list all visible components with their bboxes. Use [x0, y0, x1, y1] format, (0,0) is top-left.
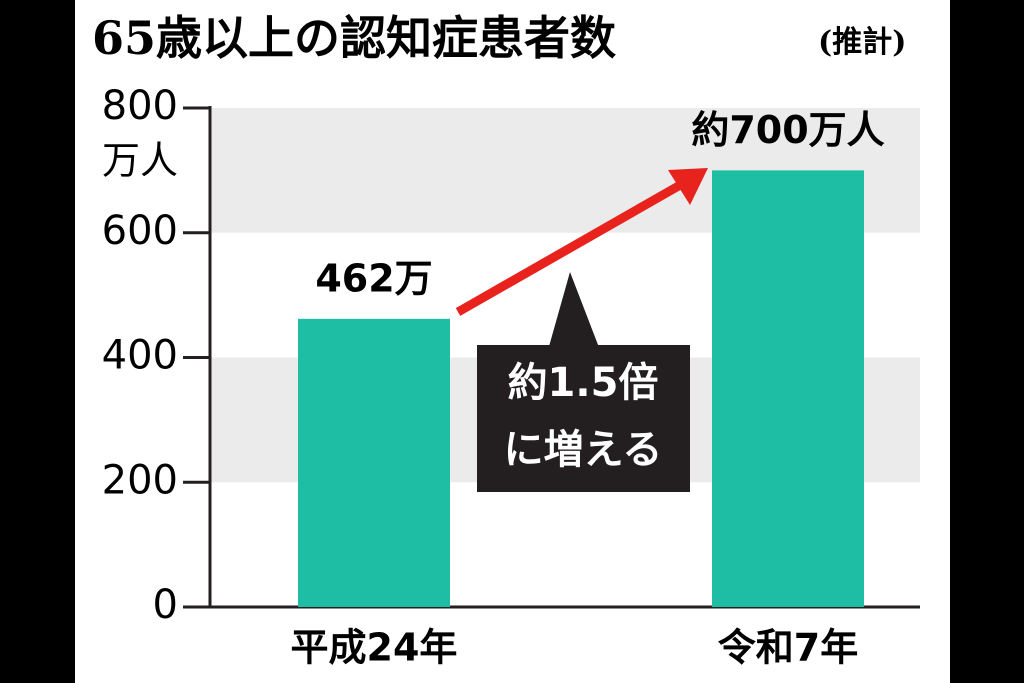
callout: 約1.5倍 に増える: [477, 272, 690, 492]
callout-box: [477, 345, 690, 492]
y-tick-label: 400: [102, 333, 178, 379]
bar: [712, 170, 864, 607]
x-tick-label: 平成24年: [291, 626, 458, 670]
callout-text: 約1.5倍: [508, 360, 659, 406]
chart-title-note: (推計): [818, 25, 906, 60]
value-label: 462万: [315, 256, 432, 300]
callout-pointer: [548, 272, 600, 350]
x-tick-label: 令和7年: [718, 626, 858, 670]
growth-arrow: [455, 168, 708, 316]
y-unit-label: 万人: [102, 139, 178, 183]
y-tick-label: 0: [153, 582, 178, 628]
bar: [298, 318, 450, 607]
arrow-shaft: [455, 180, 685, 316]
callout-text: に増える: [504, 427, 663, 473]
y-tick-label: 600: [102, 208, 178, 254]
arrow-head: [668, 168, 708, 205]
value-label: 約700万人: [691, 108, 884, 152]
chart-title: 65歳以上の認知症患者数: [92, 11, 616, 65]
y-tick-label: 800: [102, 83, 178, 129]
y-tick-label: 200: [102, 457, 178, 503]
